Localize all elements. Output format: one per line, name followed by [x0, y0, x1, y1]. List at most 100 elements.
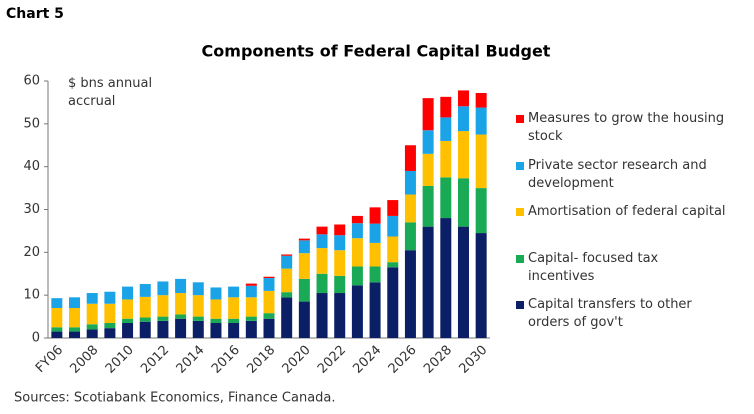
bar-segment [86, 293, 98, 304]
bar-segment [228, 297, 240, 319]
bar-segment [210, 287, 222, 300]
bar-segment [281, 268, 293, 293]
bar-segment [422, 185, 434, 227]
x-tick-label: 2018 [244, 343, 278, 377]
bar-segment [387, 236, 399, 263]
bar-segment [475, 134, 487, 189]
bar-segment [422, 98, 434, 131]
bar-segment [369, 242, 381, 267]
y-tick-label: 40 [23, 159, 40, 174]
bar-segment [387, 262, 399, 268]
bar-segment [86, 329, 98, 338]
bar-segment [104, 291, 116, 304]
bar-segment [475, 233, 487, 338]
bar-segment [139, 317, 151, 322]
bar-segment [369, 207, 381, 224]
bar-segment [334, 293, 346, 338]
bar-segment [122, 318, 134, 324]
x-tick-label: 2012 [138, 343, 172, 377]
bar-segment [334, 275, 346, 294]
bar-segment [175, 278, 187, 294]
bar-segment [157, 320, 169, 338]
bar-segment [298, 301, 310, 338]
bar-segment [228, 286, 240, 298]
bar-segment [69, 308, 81, 328]
bar-segment [334, 224, 346, 236]
bar-segment [210, 299, 222, 319]
bar-segment [51, 327, 63, 332]
bar-segment [122, 299, 134, 319]
bar-segment [139, 321, 151, 338]
x-tick-label: 2030 [456, 343, 490, 377]
bar-segment [263, 290, 275, 314]
bar-segment [69, 327, 81, 332]
bar-segment [245, 283, 257, 286]
bar-segment [104, 323, 116, 329]
bar-segment [104, 328, 116, 338]
bar-segment [245, 297, 257, 317]
bar-segment [369, 266, 381, 283]
bar-segment [351, 215, 363, 224]
bar-segment [316, 273, 328, 294]
bar-segment [245, 320, 257, 338]
y-tick-label: 10 [23, 288, 40, 303]
legend-label: Amortisation of federal capital [528, 204, 726, 219]
chart-label: Chart 5 [6, 6, 64, 22]
bar-segment [351, 266, 363, 286]
bar-segment [387, 200, 399, 216]
source: Sources: Scotiabank Economics, Finance C… [14, 391, 336, 406]
bar-segment [475, 188, 487, 234]
bar-segment [387, 267, 399, 338]
bar-segment [334, 235, 346, 251]
bar-segment [440, 177, 452, 219]
bar-segment [316, 234, 328, 249]
bar-segment [139, 284, 151, 297]
bar-segment [210, 318, 222, 324]
x-tick-label: 2024 [350, 343, 384, 377]
bar-segment [69, 331, 81, 338]
bar-segment [157, 295, 169, 317]
bar-segment [192, 316, 204, 321]
bar-segment [351, 285, 363, 338]
bar-segment [422, 130, 434, 154]
bar-segment [51, 308, 63, 328]
bar-segment [86, 324, 98, 330]
bar-segment [245, 316, 257, 321]
bar-segment [387, 215, 399, 237]
bar-segment [440, 140, 452, 178]
bar-segment [316, 293, 328, 338]
bar-segment [404, 222, 416, 251]
bar-segment [404, 145, 416, 171]
bar-segment [263, 276, 275, 279]
bar-segment [422, 153, 434, 186]
chart-title: Components of Federal Capital Budget [202, 42, 551, 61]
bar-segment [457, 90, 469, 107]
bar-segment [457, 106, 469, 132]
bar-segment [281, 292, 293, 298]
bar-segment [475, 107, 487, 135]
legend-label: Capital- focused tax incentives [528, 250, 659, 284]
bar-segment [192, 295, 204, 317]
bar-segment [51, 331, 63, 338]
y-tick-label: 30 [23, 202, 40, 217]
bar-segment [175, 314, 187, 319]
y-tick-label: 0 [32, 331, 40, 346]
x-tick-label: 2026 [386, 343, 420, 377]
y-tick-label: 20 [23, 245, 40, 260]
x-tick-label: 2014 [174, 343, 208, 377]
bar-segment [369, 223, 381, 243]
x-tick-label: 2010 [103, 343, 137, 377]
bar-segment [457, 178, 469, 227]
bar-segment [404, 250, 416, 338]
bar-segment [263, 318, 275, 338]
bar-segment [440, 218, 452, 338]
x-tick-label: 2028 [421, 343, 455, 377]
bar-segment [157, 281, 169, 296]
bar-segment [298, 278, 310, 302]
bar-segment [404, 170, 416, 195]
x-tick-label: 2022 [315, 343, 349, 377]
bar-segment [122, 323, 134, 338]
x-tick-label: FY06 [33, 343, 66, 376]
